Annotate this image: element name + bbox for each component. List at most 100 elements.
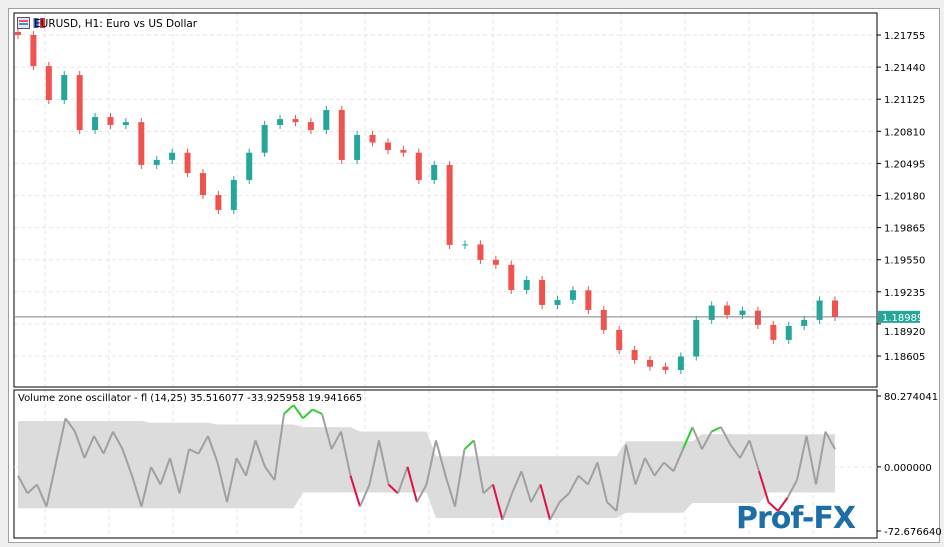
candle-body bbox=[708, 305, 715, 320]
oscillator-line-segment bbox=[558, 492, 570, 503]
oscillator-line-segment bbox=[292, 404, 304, 419]
oscillator-line-segment bbox=[634, 457, 646, 485]
candle-body bbox=[246, 152, 253, 181]
price-axis-label: 1.19235 bbox=[884, 288, 925, 299]
price-axis-label: 1.18605 bbox=[884, 352, 925, 363]
candle-body bbox=[230, 180, 237, 210]
oscillator-line-segment bbox=[530, 484, 542, 503]
oscillator-line-segment bbox=[340, 431, 352, 476]
candle-body bbox=[569, 290, 576, 300]
oscillator-axis-label: 80.274041 bbox=[884, 392, 938, 403]
oscillator-line-segment bbox=[283, 404, 295, 415]
oscillator-line-segment bbox=[55, 418, 67, 463]
oscillator-line-segment bbox=[539, 484, 551, 521]
candle-body bbox=[61, 75, 68, 101]
candle-body bbox=[600, 309, 607, 330]
candle-body bbox=[369, 134, 376, 143]
candle-body bbox=[724, 305, 731, 315]
candle-body bbox=[338, 110, 345, 160]
oscillator-line-segment bbox=[577, 474, 589, 486]
oscillator-line-segment bbox=[131, 475, 143, 507]
candle-body bbox=[477, 244, 484, 260]
oscillator-line-segment bbox=[653, 461, 665, 477]
oscillator-line-segment bbox=[36, 484, 48, 507]
oscillator-line-segment bbox=[805, 435, 817, 485]
oscillator-line-segment bbox=[606, 501, 618, 512]
oscillator-line-segment bbox=[121, 448, 133, 477]
oscillator-line-segment bbox=[330, 431, 342, 450]
oscillator-line-segment bbox=[644, 457, 656, 477]
candle-body bbox=[801, 319, 808, 326]
oscillator-panel bbox=[13, 389, 878, 539]
oscillator-line-segment bbox=[520, 470, 532, 503]
candle-body bbox=[693, 319, 700, 357]
oscillator-line-segment bbox=[615, 444, 627, 512]
oscillator-line-segment bbox=[482, 483, 494, 495]
oscillator-line-segment bbox=[425, 440, 437, 485]
oscillator-line-segment bbox=[691, 426, 703, 450]
oscillator-line-segment bbox=[672, 448, 684, 472]
oscillator-line-segment bbox=[368, 440, 380, 485]
candle-body bbox=[462, 244, 469, 246]
price-axis-label: 1.20810 bbox=[884, 127, 925, 138]
candle-body bbox=[785, 325, 792, 340]
oscillator-line-segment bbox=[387, 483, 399, 495]
window-icons bbox=[17, 17, 46, 29]
oscillator-line-segment bbox=[397, 466, 409, 494]
oscillator-line-segment bbox=[824, 431, 836, 450]
oscillator-line-segment bbox=[463, 439, 475, 450]
brand-logo: Prof-FX bbox=[736, 501, 856, 536]
chart-window-icon bbox=[17, 17, 30, 29]
oscillator-line-segment bbox=[45, 462, 57, 507]
oscillator-line-segment bbox=[93, 435, 105, 455]
candle-body bbox=[153, 159, 160, 165]
candle-body bbox=[323, 110, 330, 130]
candle-body bbox=[277, 119, 284, 125]
candle-body bbox=[76, 75, 83, 130]
candle-body bbox=[122, 122, 129, 125]
oscillator-line-segment bbox=[216, 462, 228, 503]
current-price-tag bbox=[878, 310, 920, 323]
oscillator-line-segment bbox=[150, 466, 162, 485]
candle-body bbox=[585, 290, 592, 310]
oscillator-line-segment bbox=[625, 444, 637, 485]
oscillator-line-segment bbox=[226, 457, 238, 503]
oscillator-line-segment bbox=[729, 444, 741, 459]
oscillator-line-segment bbox=[492, 484, 504, 521]
oscillator-line-segment bbox=[178, 448, 190, 494]
price-axis-label: 1.21125 bbox=[884, 95, 925, 106]
candle-body bbox=[307, 122, 314, 130]
price-axis-label: 1.18920 bbox=[884, 327, 925, 338]
oscillator-line-segment bbox=[501, 492, 513, 521]
candle-body bbox=[292, 119, 299, 123]
candle-body bbox=[92, 117, 99, 130]
oscillator-line-segment bbox=[169, 457, 181, 494]
oscillator-line-segment bbox=[140, 466, 152, 507]
oscillator-line-segment bbox=[739, 439, 751, 459]
candle-body bbox=[523, 279, 530, 290]
price-axis-label: 1.19865 bbox=[884, 224, 925, 235]
oscillator-line-segment bbox=[796, 435, 808, 481]
candle-body bbox=[816, 300, 823, 320]
oscillator-line-segment bbox=[74, 431, 86, 459]
price-axis-label: 1.20495 bbox=[884, 159, 925, 170]
candle-body bbox=[754, 310, 761, 325]
oscillator-line-segment bbox=[435, 440, 447, 476]
oscillator-line-segment bbox=[549, 501, 561, 521]
candle-body bbox=[184, 152, 191, 174]
oscillator-line-segment bbox=[777, 497, 789, 512]
candle-body bbox=[677, 356, 684, 370]
oscillator-line-segment bbox=[444, 475, 456, 507]
candle-body bbox=[508, 264, 515, 290]
oscillator-line-segment bbox=[188, 448, 199, 455]
candle-body bbox=[616, 329, 623, 350]
oscillator-line-segment bbox=[17, 475, 29, 494]
oscillator-line-segment bbox=[112, 431, 124, 450]
oscillator-line-segment bbox=[64, 417, 76, 433]
oscillator-line-segment bbox=[416, 484, 428, 503]
oscillator-line-segment bbox=[245, 440, 257, 476]
candle-body bbox=[415, 152, 422, 181]
oscillator-axis-label: -72.676640 bbox=[884, 527, 942, 538]
oscillator-line-segment bbox=[159, 457, 171, 485]
